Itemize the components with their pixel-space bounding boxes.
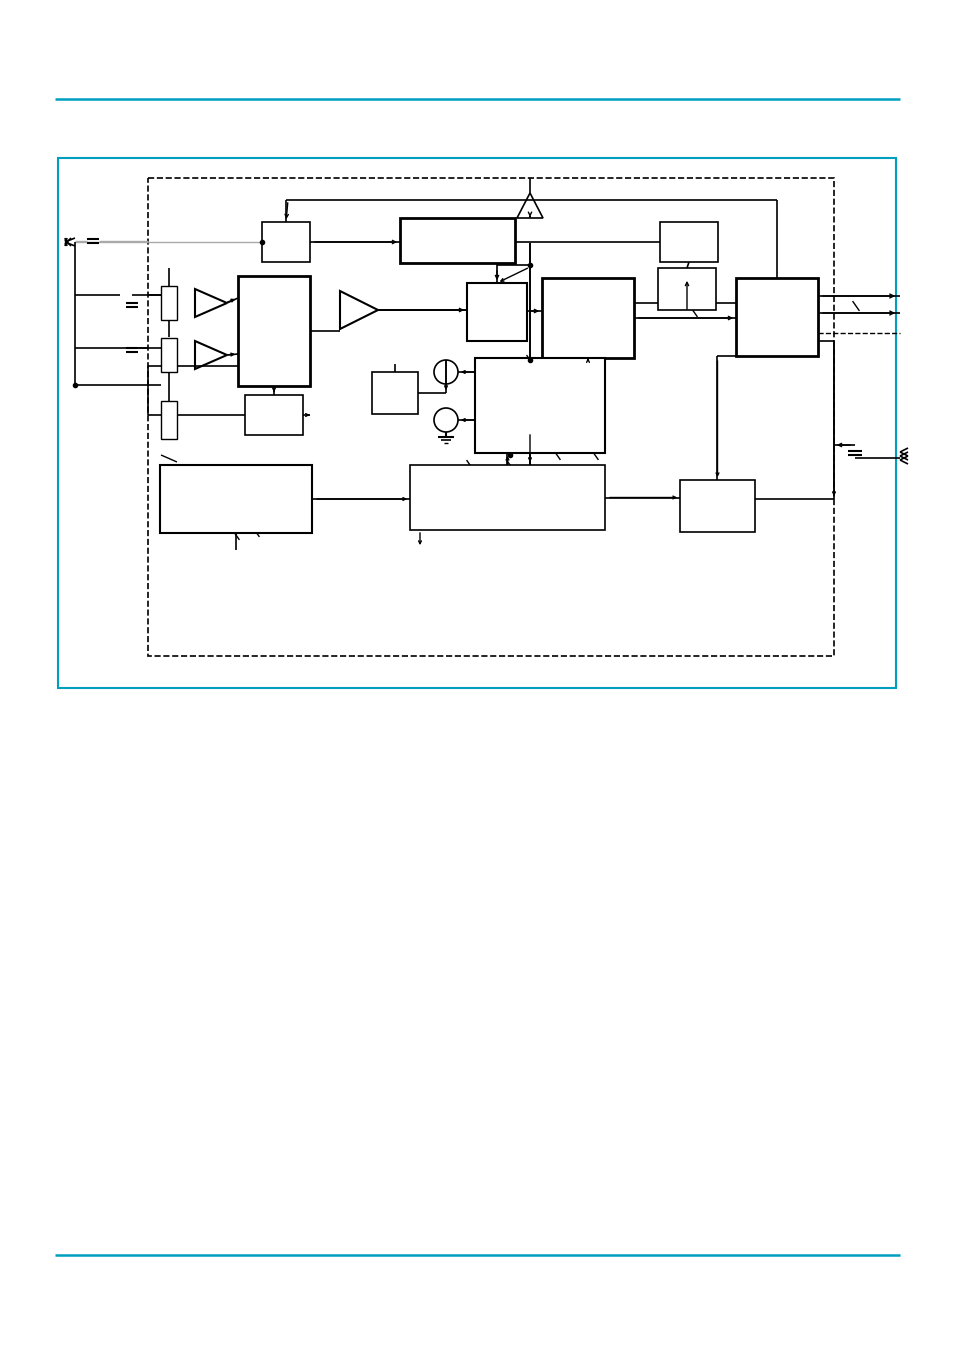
Bar: [658, 267, 716, 309]
Bar: [161, 401, 177, 439]
Bar: [410, 465, 604, 530]
Bar: [262, 222, 310, 262]
Bar: [541, 278, 634, 358]
Bar: [161, 338, 177, 372]
Bar: [372, 372, 417, 413]
Bar: [161, 286, 177, 320]
Bar: [679, 480, 754, 532]
Bar: [160, 465, 312, 534]
Bar: [467, 282, 526, 340]
Bar: [148, 178, 833, 657]
Bar: [475, 358, 604, 453]
Bar: [245, 394, 303, 435]
Bar: [58, 158, 895, 688]
Bar: [399, 218, 515, 263]
Bar: [237, 276, 310, 386]
Bar: [735, 278, 817, 357]
Bar: [659, 222, 718, 262]
